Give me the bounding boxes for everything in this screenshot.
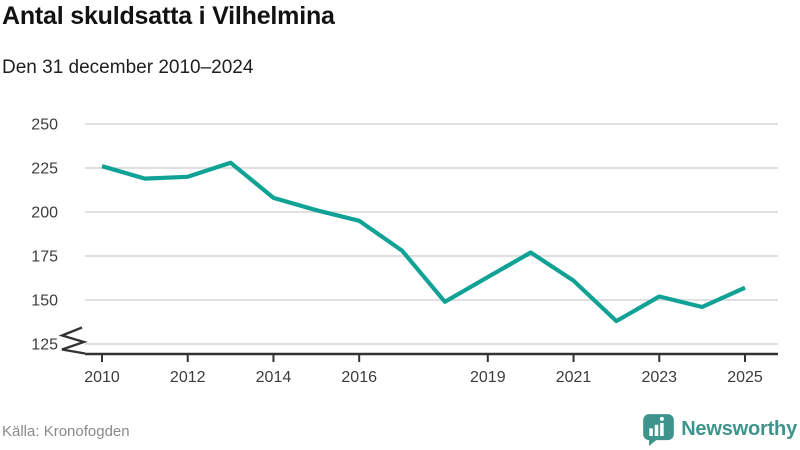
y-tick-label: 250 (31, 117, 58, 134)
bar-chart-speech-bubble-icon (643, 413, 675, 446)
line-chart: 125 150 175 200 225 250 2010 2012 2014 2016 2019 20… (0, 100, 800, 405)
x-tick-label: 2019 (470, 369, 506, 386)
page-subtitle: Den 31 december 2010–2024 (2, 57, 254, 78)
x-tick-label: 2010 (84, 369, 120, 386)
axis-break-icon (58, 326, 88, 355)
page-title: Antal skuldsatta i Vilhelmina (2, 2, 335, 30)
y-tick-label: 225 (31, 161, 58, 178)
data-line-antal-skuldsatta (101, 160, 746, 324)
y-tick-label: 125 (31, 337, 58, 354)
y-tick-label: 200 (31, 205, 58, 222)
newsworthy-wordmark: Newsworthy (681, 417, 797, 440)
source-label: Källa: Kronofogden (2, 423, 130, 440)
newsworthy-logo[interactable]: Newsworthy (642, 412, 797, 446)
x-tick-label: 2014 (256, 369, 292, 386)
line-chart-svg: 125 150 175 200 225 250 2010 2012 2014 2016 2019 20… (31, 117, 778, 386)
y-tick-label: 175 (31, 249, 58, 266)
x-tick-label: 2016 (341, 369, 377, 386)
x-tick-label: 2025 (727, 369, 763, 386)
x-tick-label: 2021 (556, 369, 592, 386)
x-tick-label: 2023 (641, 369, 677, 386)
x-tick-label: 2012 (170, 369, 206, 386)
y-tick-label: 150 (31, 293, 58, 310)
